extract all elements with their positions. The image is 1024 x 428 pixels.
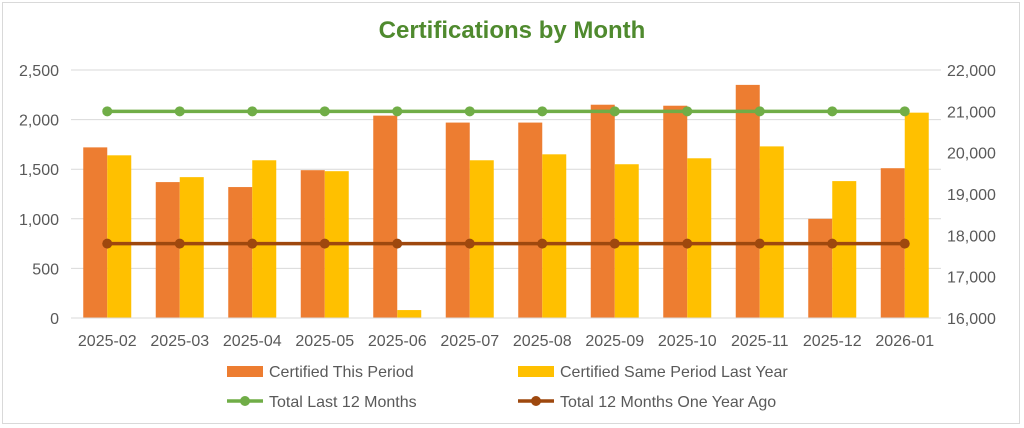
y-right-tick-label: 17,000 bbox=[947, 270, 996, 287]
x-tick-label: 2025-09 bbox=[585, 333, 644, 350]
point-total-last-12-months bbox=[464, 106, 475, 117]
point-total-12-months-one-year-ago bbox=[682, 238, 693, 249]
point-total-12-months-one-year-ago bbox=[609, 238, 620, 249]
point-total-12-months-one-year-ago bbox=[102, 238, 113, 249]
point-total-12-months-one-year-ago bbox=[464, 238, 475, 249]
y-right-tick-label: 16,000 bbox=[947, 311, 996, 328]
point-total-last-12-months bbox=[754, 106, 765, 117]
point-total-12-months-one-year-ago bbox=[899, 238, 910, 249]
point-total-12-months-one-year-ago bbox=[827, 238, 838, 249]
point-total-12-months-one-year-ago bbox=[174, 238, 185, 249]
point-total-last-12-months bbox=[537, 106, 548, 117]
y-right-tick-label: 22,000 bbox=[947, 63, 996, 80]
bar-certified-this-period bbox=[373, 115, 398, 318]
y-left-tick-label: 2,000 bbox=[19, 113, 59, 130]
y-right-tick-label: 18,000 bbox=[947, 228, 996, 245]
bar-certified-this-period bbox=[518, 122, 543, 319]
point-total-last-12-months bbox=[102, 106, 113, 117]
y-right-tick-label: 19,000 bbox=[947, 187, 996, 204]
legend-total-last-12-months-swatch-marker bbox=[240, 396, 250, 406]
point-total-last-12-months bbox=[682, 106, 693, 117]
x-tick-label: 2025-04 bbox=[223, 333, 282, 350]
bar-certified-same-period-last-year bbox=[759, 146, 784, 318]
chart-svg: 0 500 1,000 1,500 2,000 2,500 16,000 17,000 18,0… bbox=[19, 63, 996, 411]
point-total-last-12-months bbox=[392, 106, 403, 117]
x-tick-label: 2025-06 bbox=[368, 333, 427, 350]
bar-certified-same-period-last-year bbox=[397, 310, 422, 318]
y-left-tick-label: 1,000 bbox=[19, 212, 59, 229]
bar-certified-this-period bbox=[808, 218, 833, 318]
x-tick-label: 2025-02 bbox=[78, 333, 137, 350]
y-left-tick-label: 500 bbox=[32, 261, 59, 278]
y-left-tick-label: 0 bbox=[50, 311, 59, 328]
legend-certified-same-period-last-year-label: Certified Same Period Last Year bbox=[560, 364, 788, 381]
x-tick-label: 2025-05 bbox=[295, 333, 354, 350]
point-total-12-months-one-year-ago bbox=[754, 238, 765, 249]
x-tick-label: 2025-10 bbox=[658, 333, 717, 350]
y-right-tick-label: 20,000 bbox=[947, 146, 996, 163]
bar-certified-same-period-last-year bbox=[542, 154, 567, 318]
bar-certified-same-period-last-year bbox=[469, 160, 494, 318]
legend-certified-same-period-last-year-swatch bbox=[518, 366, 554, 377]
x-tick-label: 2025-08 bbox=[513, 333, 572, 350]
point-total-last-12-months bbox=[827, 106, 838, 117]
bar-certified-this-period bbox=[155, 182, 180, 318]
bar-certified-this-period bbox=[663, 105, 688, 318]
bar-certified-this-period bbox=[83, 147, 108, 318]
point-total-last-12-months bbox=[319, 106, 330, 117]
bar-certified-this-period bbox=[735, 84, 760, 318]
x-tick-label: 2025-07 bbox=[440, 333, 499, 350]
point-total-12-months-one-year-ago bbox=[392, 238, 403, 249]
bar-certified-this-period bbox=[445, 122, 470, 319]
point-total-last-12-months bbox=[609, 106, 620, 117]
legend-certified-this-period-swatch bbox=[227, 366, 263, 377]
bar-certified-this-period bbox=[590, 104, 615, 318]
x-tick-label: 2025-11 bbox=[731, 333, 789, 350]
legend-total-12-months-one-year-ago-label: Total 12 Months One Year Ago bbox=[560, 394, 776, 411]
bar-certified-same-period-last-year bbox=[687, 158, 712, 318]
point-total-last-12-months bbox=[247, 106, 258, 117]
point-total-last-12-months bbox=[174, 106, 185, 117]
bar-certified-same-period-last-year bbox=[179, 177, 204, 318]
bar-certified-same-period-last-year bbox=[107, 155, 132, 318]
legend-total-12-months-one-year-ago-swatch-marker bbox=[531, 396, 541, 406]
legend-certified-this-period-label: Certified This Period bbox=[269, 364, 414, 381]
x-tick-label: 2026-01 bbox=[875, 333, 934, 350]
bar-certified-same-period-last-year bbox=[252, 160, 277, 318]
point-total-12-months-one-year-ago bbox=[319, 238, 330, 249]
point-total-last-12-months bbox=[899, 106, 910, 117]
y-right-tick-label: 21,000 bbox=[947, 104, 996, 121]
y-left-tick-label: 1,500 bbox=[19, 162, 59, 179]
point-total-12-months-one-year-ago bbox=[247, 238, 258, 249]
legend-total-last-12-months-label: Total Last 12 Months bbox=[269, 394, 417, 411]
bar-certified-same-period-last-year bbox=[904, 112, 929, 318]
bar-certified-same-period-last-year bbox=[832, 181, 857, 318]
y-left-tick-label: 2,500 bbox=[19, 63, 59, 80]
x-tick-label: 2025-12 bbox=[803, 333, 862, 350]
x-tick-label: 2025-03 bbox=[150, 333, 209, 350]
bar-certified-this-period bbox=[228, 187, 253, 318]
chart-title: Certifications by Month bbox=[378, 17, 646, 44]
point-total-12-months-one-year-ago bbox=[537, 238, 548, 249]
